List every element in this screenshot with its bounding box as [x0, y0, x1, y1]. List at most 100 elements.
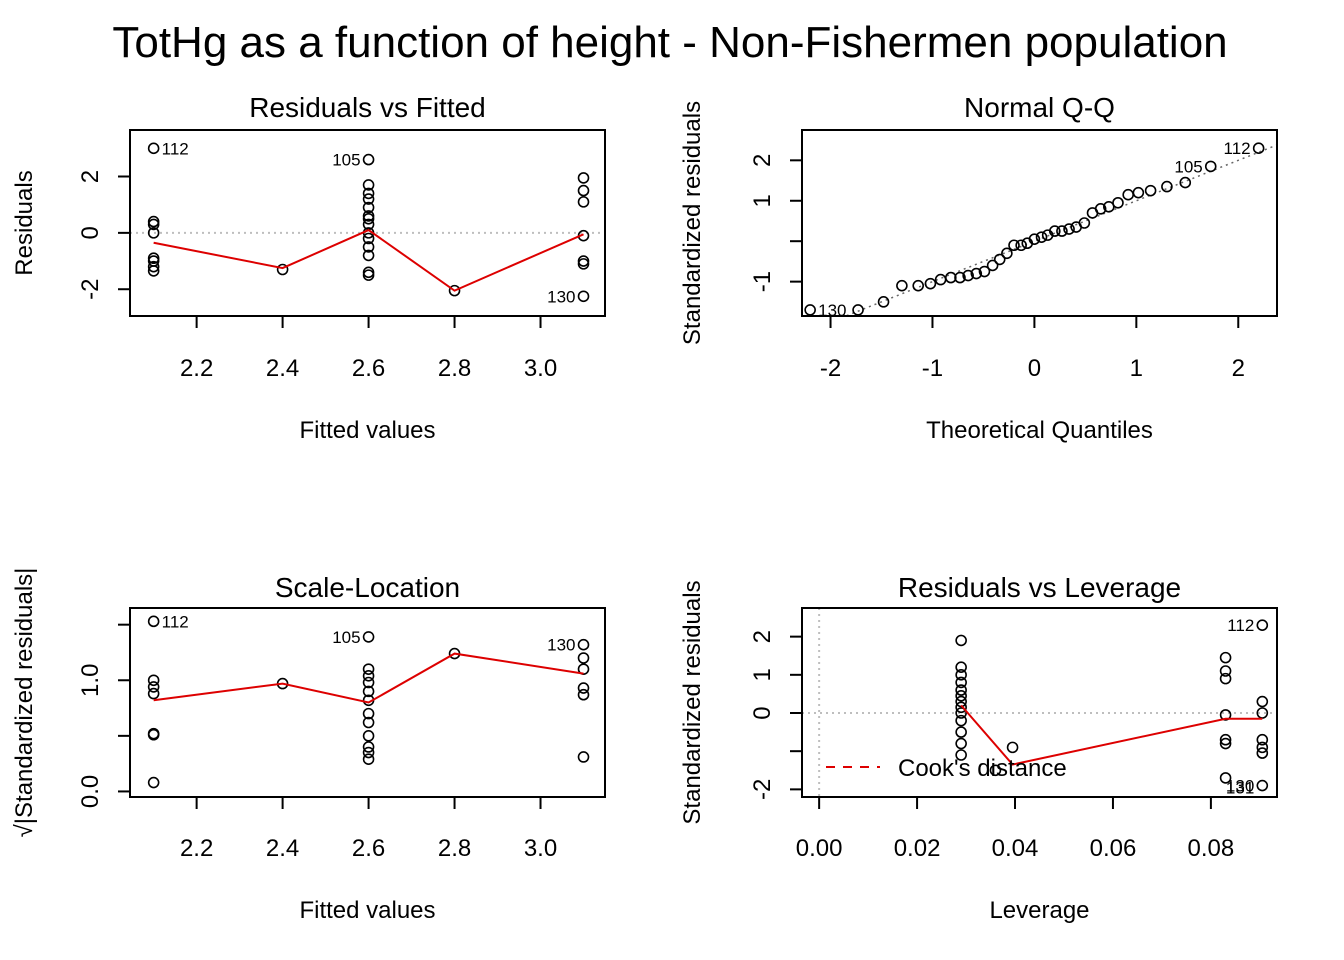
data-point [1035, 231, 1048, 243]
data-point [1256, 733, 1269, 746]
data-point [955, 690, 967, 702]
point-label: 112 [1227, 616, 1254, 635]
data-point [362, 716, 375, 729]
y-axis-label: Residuals [11, 170, 38, 275]
y-tick-label: -2 [749, 779, 776, 800]
data-point [1094, 203, 1107, 215]
x-axis-label: Theoretical Quantiles [926, 417, 1153, 444]
data-point [577, 196, 590, 208]
data-point [1219, 665, 1232, 677]
x-tick-label: 2.4 [266, 355, 299, 382]
data-point [1056, 225, 1068, 237]
smoother-line [153, 652, 584, 704]
point-label: 105 [1174, 157, 1202, 176]
data-point [577, 688, 590, 701]
data-point [577, 682, 590, 694]
x-axis-label: Fitted values [299, 417, 435, 444]
data-point [362, 753, 375, 766]
data-point [147, 265, 160, 277]
y-tick-label: -1 [749, 271, 776, 292]
x-axis-label: Leverage [989, 897, 1089, 924]
point-label: 112 [162, 612, 189, 631]
x-tick-label: 1 [1130, 355, 1143, 382]
data-point [970, 267, 983, 280]
data-point [1048, 225, 1061, 237]
data-point [147, 674, 160, 687]
point-label: 105 [332, 151, 360, 170]
data-point [1078, 217, 1091, 229]
data-point [1161, 180, 1173, 193]
data-point [1219, 651, 1232, 664]
data-point [448, 284, 461, 297]
data-point [147, 142, 160, 155]
smoother-line [960, 704, 1263, 766]
data-point [1006, 741, 1019, 754]
normal-qq-panel: 112 105 130 -2 -1 0 1 2 -1 1 2 Normal Q-Q Theoretica… [679, 92, 1278, 444]
y-tick-label: 0 [77, 226, 104, 239]
data-point [1219, 737, 1232, 750]
point-label: 105 [332, 628, 360, 647]
data-point [955, 707, 967, 719]
data-point [362, 187, 375, 200]
data-point [1252, 142, 1265, 154]
y-tick-label: 1.0 [77, 664, 104, 697]
data-point [1204, 160, 1217, 173]
data-point [1144, 184, 1157, 197]
data-point [955, 749, 967, 761]
data-point [362, 741, 375, 753]
data-point [896, 279, 908, 292]
data-point [577, 638, 590, 651]
y-axis-label: Standardized residuals [679, 580, 706, 824]
data-point [147, 776, 160, 789]
data-point [955, 669, 967, 681]
x-tick-label: 0 [1028, 355, 1041, 382]
data-point [362, 670, 375, 682]
data-point [577, 652, 590, 664]
y-tick-label: 0.0 [77, 775, 104, 808]
data-point [147, 260, 160, 273]
data-point [1008, 239, 1020, 252]
y-tick-label: 0 [749, 706, 776, 719]
data-point [577, 258, 590, 270]
y-tick-label: -2 [77, 279, 104, 300]
data-point [362, 249, 375, 262]
y-tick-label: 1 [749, 194, 776, 207]
data-point [362, 153, 375, 166]
cooks-distance-legend-label: Cook's distance [898, 755, 1067, 782]
data-point [955, 726, 967, 738]
data-point [147, 681, 160, 693]
panel-title: Normal Q-Q [964, 92, 1115, 123]
data-point [1028, 233, 1041, 245]
data-point [978, 265, 991, 278]
x-tick-label: 2.6 [352, 355, 385, 382]
x-tick-label: 2 [1232, 355, 1245, 382]
data-point [1179, 176, 1192, 189]
data-point [954, 271, 966, 284]
scale-location-panel: 112 105 130 2.2 2.4 2.6 2.8 3.0 0.0 1.0 Scale-Loca… [11, 568, 606, 924]
x-tick-label: 3.0 [524, 355, 557, 382]
data-point [362, 730, 375, 742]
data-point [362, 676, 375, 689]
data-point [147, 218, 160, 231]
data-point [955, 714, 967, 727]
data-point [276, 263, 289, 276]
panel-title: Residuals vs Leverage [898, 572, 1181, 603]
data-point [993, 253, 1006, 266]
data-point [362, 685, 375, 698]
x-tick-label: -1 [922, 355, 943, 382]
data-point [362, 179, 375, 191]
x-tick-label: 2.6 [352, 835, 385, 862]
x-tick-label: 0.00 [796, 835, 843, 862]
point-label: 112 [1224, 139, 1251, 158]
point-label: 130 [547, 287, 575, 306]
data-point [1219, 733, 1232, 746]
data-point [362, 241, 375, 253]
data-point [1256, 741, 1269, 754]
figure-title: TotHg as a function of height - Non-Fish… [112, 18, 1227, 67]
data-point [1219, 709, 1232, 721]
point-label: 130 [547, 636, 575, 655]
data-point [877, 296, 890, 308]
data-point [986, 259, 999, 272]
y-tick-label: 1 [749, 668, 776, 681]
